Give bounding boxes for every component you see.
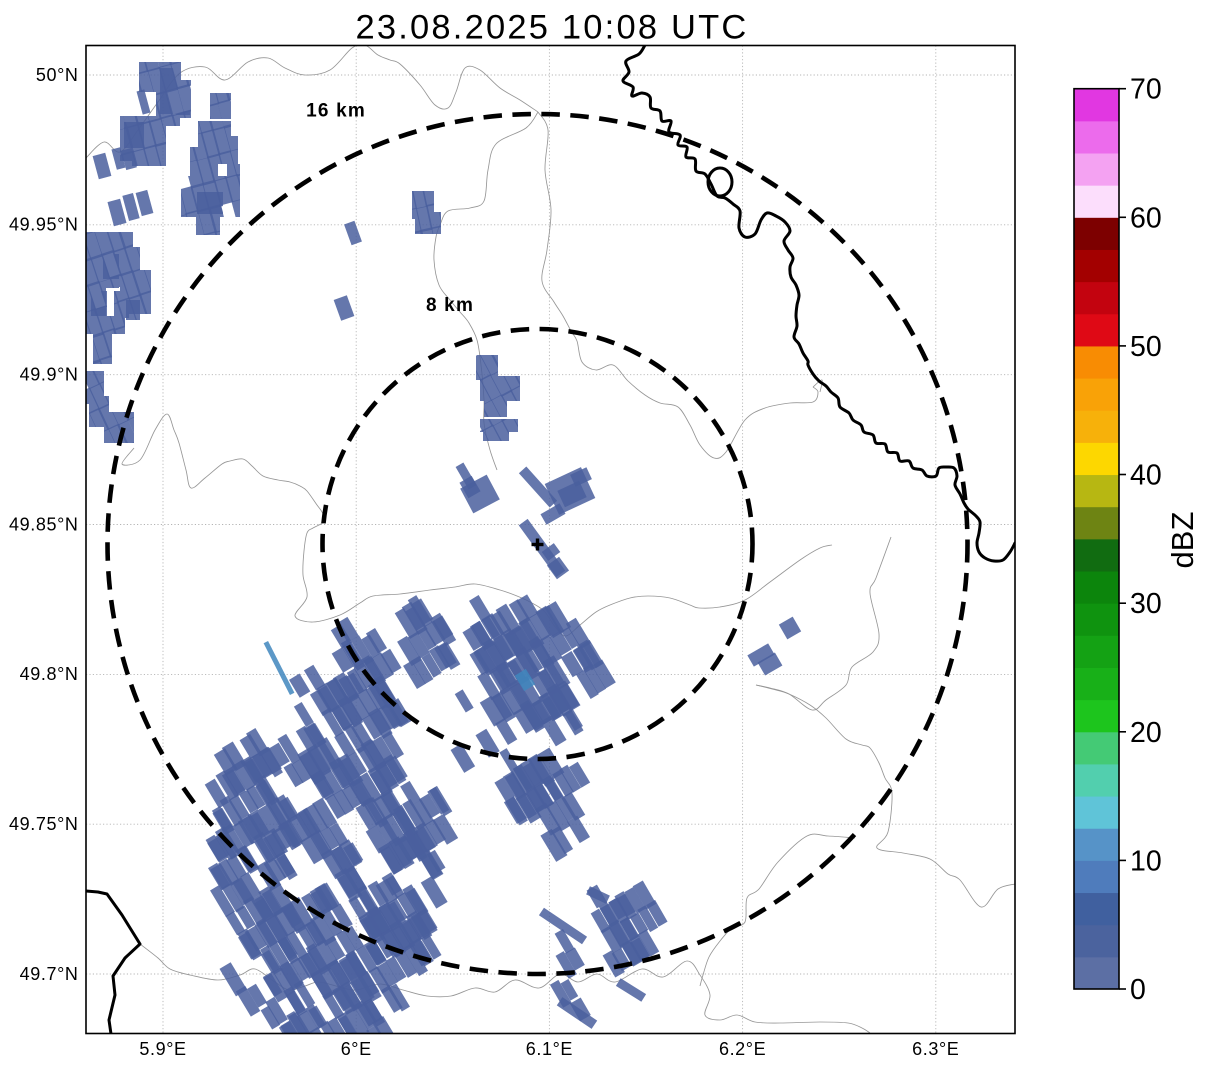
svg-text:dBZ: dBZ <box>1165 512 1200 569</box>
svg-text:40: 40 <box>1130 460 1162 492</box>
svg-text:49.95°N: 49.95°N <box>9 215 78 235</box>
svg-text:20: 20 <box>1130 717 1162 749</box>
svg-text:49.9°N: 49.9°N <box>20 365 79 385</box>
svg-text:5.9°E: 5.9°E <box>139 1039 186 1059</box>
svg-text:16 km: 16 km <box>306 101 366 122</box>
svg-text:6.1°E: 6.1°E <box>526 1039 573 1059</box>
svg-text:6.3°E: 6.3°E <box>912 1039 959 1059</box>
svg-text:49.85°N: 49.85°N <box>9 514 78 534</box>
svg-text:6°E: 6°E <box>341 1039 372 1059</box>
svg-text:70: 70 <box>1130 74 1162 106</box>
svg-text:30: 30 <box>1130 588 1162 620</box>
svg-text:50: 50 <box>1130 331 1162 363</box>
svg-text:60: 60 <box>1130 202 1162 234</box>
svg-text:10: 10 <box>1130 845 1162 877</box>
svg-text:0: 0 <box>1130 974 1146 1006</box>
svg-text:49.7°N: 49.7°N <box>20 964 79 984</box>
svg-text:49.75°N: 49.75°N <box>9 814 78 834</box>
svg-text:23.08.2025 10:08 UTC: 23.08.2025 10:08 UTC <box>355 9 748 47</box>
svg-text:50°N: 50°N <box>36 65 79 85</box>
svg-text:49.8°N: 49.8°N <box>20 664 79 684</box>
svg-text:6.2°E: 6.2°E <box>719 1039 766 1059</box>
svg-text:8 km: 8 km <box>426 295 474 316</box>
